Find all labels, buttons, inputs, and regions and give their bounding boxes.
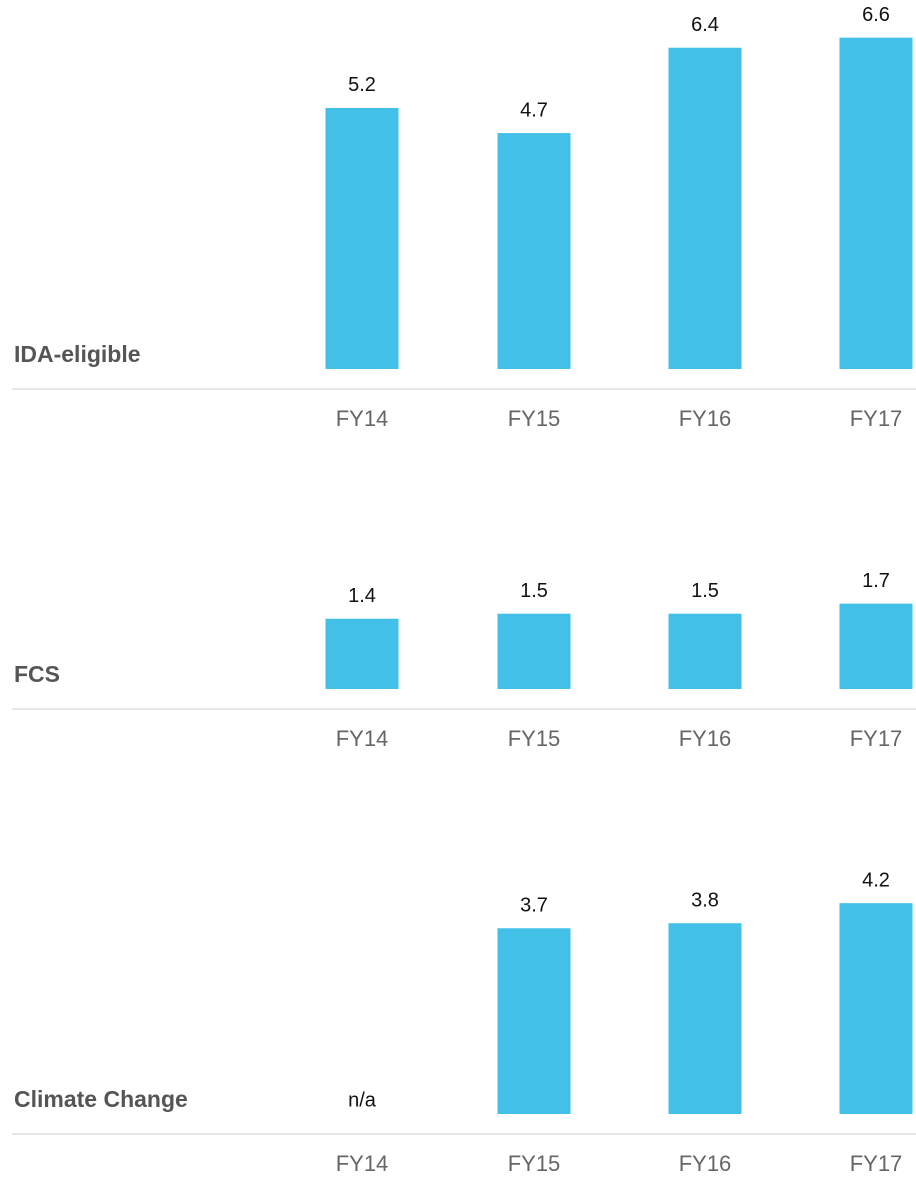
- bar: [497, 133, 571, 369]
- value-label: 4.7: [520, 99, 548, 121]
- x-tick-label: FY17: [850, 726, 903, 751]
- value-label: 4.2: [862, 869, 890, 891]
- x-tick-label: FY15: [508, 406, 561, 431]
- bar: [668, 923, 742, 1114]
- value-label: 1.7: [862, 570, 890, 592]
- value-label: 5.2: [348, 74, 376, 96]
- x-tick-label: FY14: [336, 726, 389, 751]
- x-tick-label: FY15: [508, 1151, 561, 1176]
- x-tick-label: FY17: [850, 1151, 903, 1176]
- chart-title: Climate Change: [14, 1086, 188, 1112]
- value-label: n/a: [348, 1089, 377, 1111]
- value-label: 1.4: [348, 585, 376, 607]
- value-label: 3.7: [520, 895, 548, 917]
- x-tick-label: FY17: [850, 406, 903, 431]
- bar: [839, 37, 913, 370]
- x-tick-label: FY16: [679, 406, 732, 431]
- chart-title: IDA-eligible: [14, 341, 141, 367]
- bar: [668, 613, 742, 689]
- x-tick-label: FY16: [679, 1151, 732, 1176]
- value-label: 1.5: [520, 580, 548, 602]
- bar: [497, 928, 571, 1114]
- bar: [839, 603, 913, 689]
- bar: [839, 903, 913, 1114]
- x-tick-label: FY16: [679, 726, 732, 751]
- value-label: 6.6: [862, 4, 890, 26]
- x-tick-label: FY14: [336, 406, 389, 431]
- value-label: 6.4: [691, 14, 719, 36]
- bar: [325, 618, 399, 689]
- bar: [668, 47, 742, 369]
- value-label: 1.5: [691, 580, 719, 602]
- x-tick-label: FY15: [508, 726, 561, 751]
- chart-title: FCS: [14, 661, 60, 687]
- x-tick-label: FY14: [336, 1151, 389, 1176]
- value-label: 3.8: [691, 890, 719, 912]
- bar: [497, 613, 571, 689]
- bar: [325, 107, 399, 370]
